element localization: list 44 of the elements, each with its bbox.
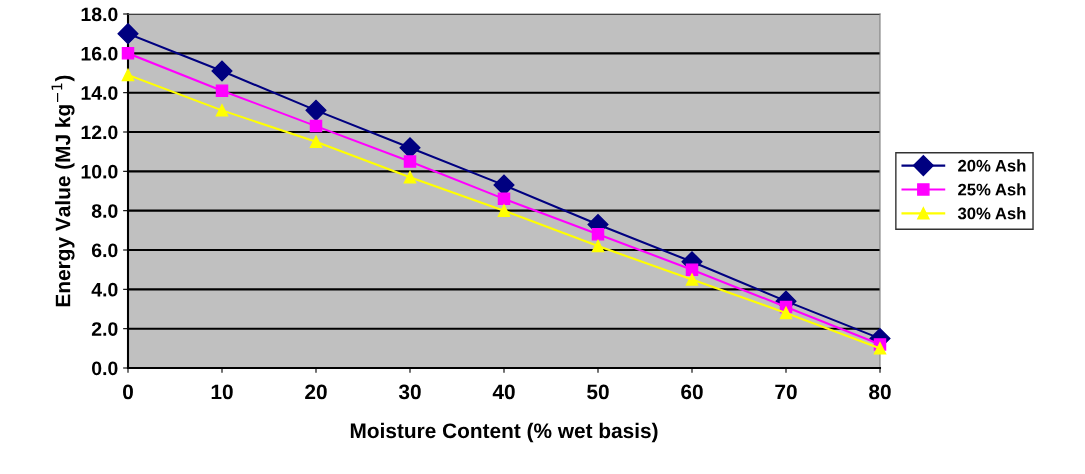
point — [309, 135, 323, 149]
y-tick-label: 4.0 — [91, 282, 118, 297]
point — [685, 263, 699, 276]
point — [403, 170, 417, 184]
point — [685, 273, 699, 286]
y-tick-label: 16.0 — [81, 46, 118, 61]
y-tick-label: 0.0 — [92, 361, 118, 376]
x-tick-label: 30 — [398, 384, 421, 400]
y-tick-label: 8.0 — [91, 204, 118, 218]
point — [591, 239, 605, 253]
point — [779, 306, 793, 320]
y-tick-label: 12.0 — [81, 125, 118, 140]
point — [121, 47, 135, 60]
point — [497, 204, 511, 217]
point — [403, 155, 417, 168]
point — [215, 84, 229, 97]
legend-label: 20% Ash — [958, 159, 1026, 172]
point — [591, 228, 605, 241]
x-axis-title: Moisture Content (% wet basis) — [350, 422, 658, 443]
x-tick-label: 50 — [587, 384, 609, 400]
point — [215, 104, 229, 117]
point — [873, 342, 887, 355]
y-tick-label: 6.0 — [91, 243, 118, 258]
point — [309, 119, 323, 133]
point — [121, 68, 135, 82]
y-tick-label: 10.0 — [81, 164, 118, 179]
x-tick-label: 20 — [305, 384, 327, 400]
x-tick-label: 70 — [775, 384, 797, 400]
y-axis-title: Energy Value (MJ kg$^{−1}$) — [51, 75, 75, 307]
y-tick-label: 14.0 — [81, 86, 118, 100]
x-tick-label: 60 — [681, 384, 703, 400]
y-tick-label: 18.0 — [81, 7, 118, 22]
legend-label: 30% Ash — [957, 207, 1026, 220]
x-tick-label: 10 — [211, 384, 233, 400]
x-tick-label: 80 — [869, 384, 891, 400]
legend-label: 25% Ash — [958, 183, 1026, 196]
point — [497, 192, 511, 206]
x-tick-label: 40 — [492, 384, 515, 400]
point — [493, 174, 515, 196]
point — [305, 99, 327, 121]
point — [117, 23, 139, 45]
y-tick-label: 2.0 — [91, 322, 118, 336]
x-tick-label: 0 — [123, 384, 133, 400]
point — [211, 60, 233, 82]
